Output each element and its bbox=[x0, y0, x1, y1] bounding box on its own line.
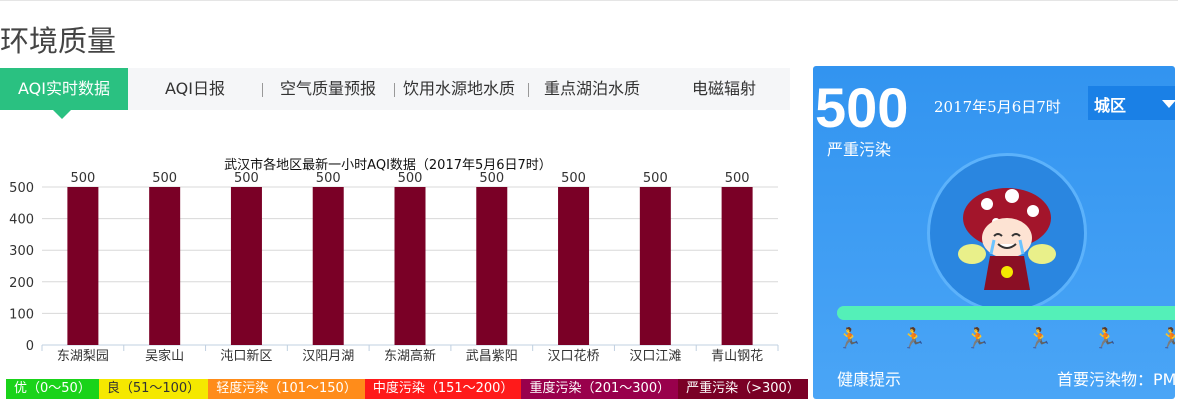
legend-item: 重度污染（201～300） bbox=[521, 379, 679, 399]
tab-separator bbox=[528, 83, 529, 97]
data-label: 500 bbox=[725, 171, 750, 186]
bar bbox=[230, 187, 262, 345]
tab-drinking-water[interactable]: 饮用水源地水质 bbox=[402, 79, 515, 98]
data-label: 500 bbox=[479, 171, 504, 186]
aqi-level-legend: 优（0～50） 良（51～100） 轻度污染（101～150） 中度污染（151～20… bbox=[6, 379, 808, 399]
primary-pollutant: 首要污染物：PM bbox=[1057, 370, 1175, 389]
runner-icon: 🏃 bbox=[837, 326, 862, 350]
x-category-label: 汉口花桥 bbox=[548, 348, 600, 364]
bar bbox=[558, 187, 590, 345]
legend-item: 严重污染（>300） bbox=[678, 379, 808, 399]
tab-aqi-realtime[interactable]: AQI实时数据 bbox=[0, 68, 128, 110]
tab-separator bbox=[262, 83, 263, 97]
page-title: 环境质量 bbox=[0, 24, 117, 58]
bar bbox=[476, 187, 508, 345]
y-tick-label: 500 bbox=[9, 181, 34, 196]
district-select[interactable]: 城区 bbox=[1088, 86, 1175, 120]
aqi-progress-fill bbox=[837, 306, 1175, 320]
bar bbox=[67, 187, 99, 345]
x-category-label: 东湖梨园 bbox=[57, 349, 109, 364]
legend-item: 中度污染（151～200） bbox=[364, 379, 522, 399]
data-label: 500 bbox=[643, 171, 668, 186]
x-category-label: 沌口新区 bbox=[220, 348, 272, 364]
y-tick-label: 0 bbox=[26, 339, 34, 354]
tab-aqi-daily[interactable]: AQI日报 bbox=[165, 79, 225, 98]
data-label: 500 bbox=[152, 171, 177, 186]
top-divider bbox=[0, 0, 1178, 1]
x-category-label: 青山钢花 bbox=[711, 348, 763, 364]
tab-lake-water[interactable]: 重点湖泊水质 bbox=[543, 79, 640, 98]
tab-separator bbox=[394, 83, 395, 97]
bar-series: 500 500 500 500 500 500 500 500 500 bbox=[67, 171, 753, 345]
mascot-badge bbox=[927, 153, 1087, 313]
aqi-value: 500 bbox=[815, 76, 909, 139]
runner-icon: 🏃 bbox=[965, 326, 990, 350]
district-select-value: 城区 bbox=[1094, 96, 1127, 115]
bar bbox=[312, 187, 344, 345]
data-label: 500 bbox=[316, 171, 341, 186]
x-category-label: 汉阳月湖 bbox=[302, 349, 354, 364]
y-tick-label: 300 bbox=[9, 244, 34, 259]
aqi-summary-panel: 500 严重污染 2017年5月6日7时 城区 🏃 🏃 🏃 🏃 🏃 🏃 健康提示 首 bbox=[813, 66, 1175, 399]
bar bbox=[149, 187, 181, 345]
y-axis: 0 100 200 300 400 500 bbox=[9, 181, 34, 354]
bar bbox=[721, 187, 753, 345]
aqi-bar-chart: 武汉市各地区最新一小时AQI数据（2017年5月6日7时） 0 100 200 300… bbox=[9, 157, 779, 364]
legend-item: 良（51～100） bbox=[98, 379, 209, 399]
x-category-label: 汉口江滩 bbox=[629, 349, 681, 364]
runner-icon: 🏃 bbox=[1159, 326, 1175, 350]
health-tip-link[interactable]: 健康提示 bbox=[837, 370, 902, 389]
legend-item: 轻度污染（101～150） bbox=[208, 379, 365, 399]
data-label: 500 bbox=[398, 171, 423, 186]
chart-title: 武汉市各地区最新一小时AQI数据（2017年5月6日7时） bbox=[224, 157, 552, 173]
tab-air-forecast[interactable]: 空气质量预报 bbox=[279, 79, 376, 98]
data-label: 500 bbox=[561, 171, 586, 186]
bar bbox=[394, 187, 426, 345]
chevron-down-icon bbox=[1162, 100, 1175, 108]
tab-bar: AQI实时数据 AQI日报 空气质量预报 饮用水源地水质 重点湖泊水质 电磁辐射 bbox=[0, 68, 790, 119]
aqi-level-label: 严重污染 bbox=[827, 140, 892, 159]
data-label: 500 bbox=[234, 171, 259, 186]
update-datetime: 2017年5月6日7时 bbox=[934, 98, 1061, 116]
mushroom-mascot-icon bbox=[958, 188, 1056, 290]
y-tick-label: 400 bbox=[9, 213, 34, 228]
legend-item: 优（0～50） bbox=[6, 379, 99, 399]
runner-icon: 🏃 bbox=[1093, 326, 1118, 350]
x-axis: 东湖梨园 吴家山 沌口新区 汉阳月湖 东湖高新 武昌紫阳 汉口花桥 汉口江滩 青山钢花 bbox=[41, 345, 779, 364]
runner-icon: 🏃 bbox=[901, 326, 926, 350]
data-label: 500 bbox=[70, 171, 95, 186]
bar bbox=[639, 187, 671, 345]
runner-icon: 🏃 bbox=[1027, 326, 1052, 350]
y-tick-label: 200 bbox=[9, 276, 34, 291]
x-category-label: 吴家山 bbox=[145, 348, 184, 364]
x-category-label: 东湖高新 bbox=[384, 348, 436, 364]
tab-radiation[interactable]: 电磁辐射 bbox=[691, 79, 756, 98]
aqi-progress-track bbox=[837, 306, 1175, 320]
active-tab-pointer bbox=[53, 110, 71, 119]
y-tick-label: 100 bbox=[9, 307, 34, 322]
x-category-label: 武昌紫阳 bbox=[466, 349, 518, 364]
